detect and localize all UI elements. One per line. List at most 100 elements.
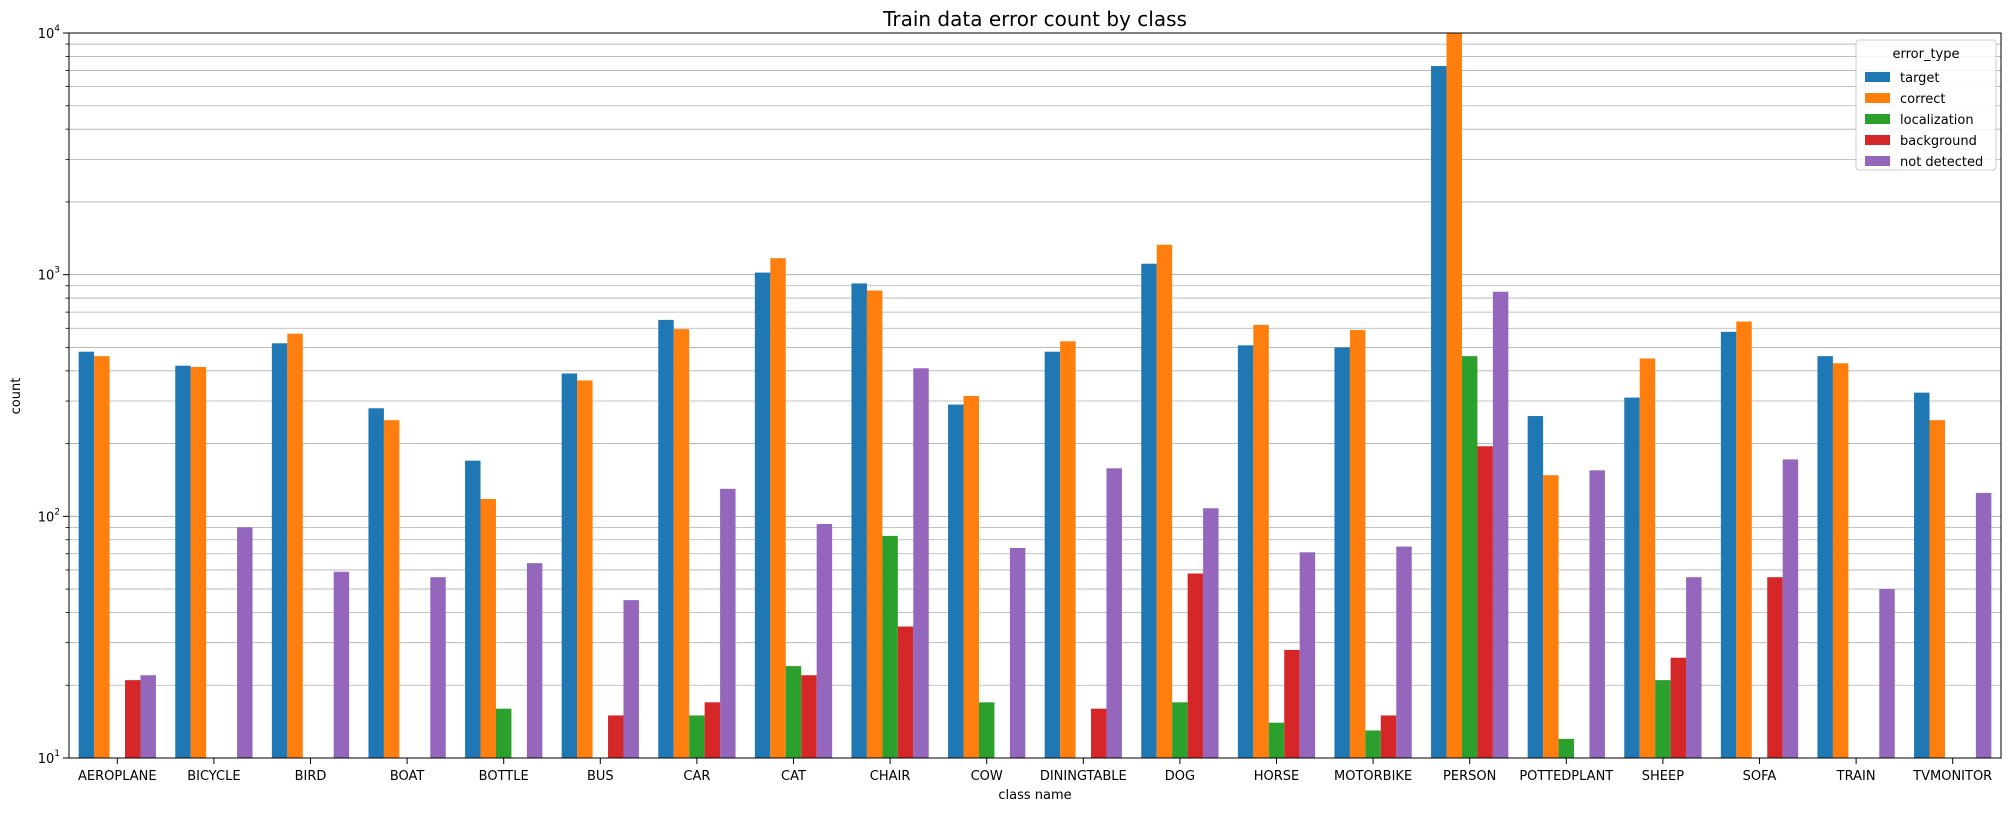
bar — [526, 563, 543, 758]
bar — [271, 343, 288, 758]
legend-label: correct — [1900, 92, 1946, 107]
x-tick-label: POTTEDPLANT — [1519, 769, 1613, 784]
bar — [1187, 573, 1204, 758]
legend-box — [1855, 39, 1997, 171]
bar — [754, 272, 771, 758]
bar — [140, 675, 156, 758]
bar — [1832, 363, 1849, 758]
bar — [1639, 358, 1656, 758]
bar — [1380, 715, 1397, 758]
bar — [913, 368, 929, 758]
bar — [383, 420, 400, 758]
bar — [1349, 330, 1366, 758]
bar — [963, 395, 979, 758]
bar — [1172, 702, 1188, 758]
bar — [1720, 331, 1737, 758]
bar — [1203, 508, 1219, 758]
bar — [1284, 649, 1300, 758]
bar — [658, 319, 674, 758]
bar — [430, 577, 446, 758]
bar — [1044, 351, 1061, 758]
bars — [78, 33, 1992, 759]
bar — [673, 329, 690, 758]
bar — [1237, 345, 1254, 758]
bar — [1670, 657, 1687, 758]
bar — [1686, 577, 1702, 758]
bar — [237, 527, 253, 758]
bar — [801, 675, 817, 758]
bar — [561, 373, 578, 758]
y-tick-label: 101 — [38, 749, 60, 767]
bar — [1929, 420, 1945, 758]
x-tick-label: CAR — [683, 769, 710, 784]
legend-swatch — [1865, 135, 1890, 145]
bar — [720, 488, 736, 758]
legend-title: error_type — [1892, 47, 1959, 62]
bar — [94, 356, 110, 758]
x-tick-label: AEROPLANE — [78, 769, 157, 784]
bar — [495, 708, 512, 758]
bar — [577, 380, 593, 758]
bar — [1365, 730, 1381, 758]
y-tick-label: 102 — [38, 507, 60, 525]
x-tick-label: BOAT — [390, 769, 425, 784]
bar — [623, 600, 639, 758]
bar — [1477, 446, 1493, 758]
x-tick-label: SHEEP — [1642, 769, 1684, 784]
bar — [465, 460, 481, 758]
x-tick-label: DININGTABLE — [1040, 769, 1127, 784]
bar — [1527, 416, 1544, 758]
bar — [816, 523, 833, 758]
legend-label: localization — [1900, 113, 1974, 128]
y-axis: 101 102 103 104 — [38, 24, 69, 767]
bar — [1736, 321, 1752, 758]
bar — [1299, 552, 1316, 758]
bar — [333, 571, 350, 758]
legend-label: target — [1900, 71, 1940, 86]
x-tick-label: BOTTLE — [479, 769, 529, 784]
x-tick-label: DOG — [1165, 769, 1195, 784]
x-tick-label: COW — [971, 769, 1003, 784]
bar — [1624, 397, 1640, 758]
bar — [851, 283, 867, 758]
legend-swatch — [1865, 156, 1890, 166]
plot-frame — [68, 32, 2002, 759]
x-tick-label: MOTORBIKE — [1334, 769, 1412, 784]
bar — [1817, 356, 1833, 758]
bar — [1589, 470, 1605, 758]
bar — [770, 258, 786, 758]
bar — [1334, 347, 1350, 758]
x-tick-label: PERSON — [1443, 769, 1496, 784]
bar — [1558, 738, 1575, 758]
bar — [882, 535, 898, 758]
bar — [704, 702, 721, 758]
bar — [866, 290, 883, 758]
legend-label: not detected — [1900, 155, 1983, 170]
bar — [1396, 546, 1412, 758]
x-tick-label: CAT — [781, 769, 806, 784]
x-tick-label: HORSE — [1254, 769, 1300, 784]
bar — [1782, 459, 1799, 758]
bar — [78, 351, 95, 758]
bar — [175, 365, 191, 758]
x-tick-label: TRAIN — [1836, 769, 1876, 784]
bar — [368, 408, 384, 758]
bar — [1253, 324, 1269, 758]
x-tick-label: SOFA — [1743, 769, 1777, 784]
x-tick-label: BUS — [587, 769, 614, 784]
bar — [1543, 475, 1559, 758]
bar — [287, 333, 303, 758]
y-tick-label: 104 — [38, 24, 61, 42]
bar — [948, 404, 964, 758]
y-axis-label: count — [9, 378, 24, 415]
x-tick-label: BIRD — [295, 769, 327, 784]
chart-title: Train data error count by class — [882, 7, 1187, 31]
y-tick-label: 103 — [38, 266, 60, 284]
bar — [1268, 722, 1285, 758]
x-axis-label: class name — [998, 788, 1071, 803]
bar — [608, 715, 624, 758]
legend-swatch — [1865, 93, 1890, 103]
bar — [1461, 356, 1478, 758]
